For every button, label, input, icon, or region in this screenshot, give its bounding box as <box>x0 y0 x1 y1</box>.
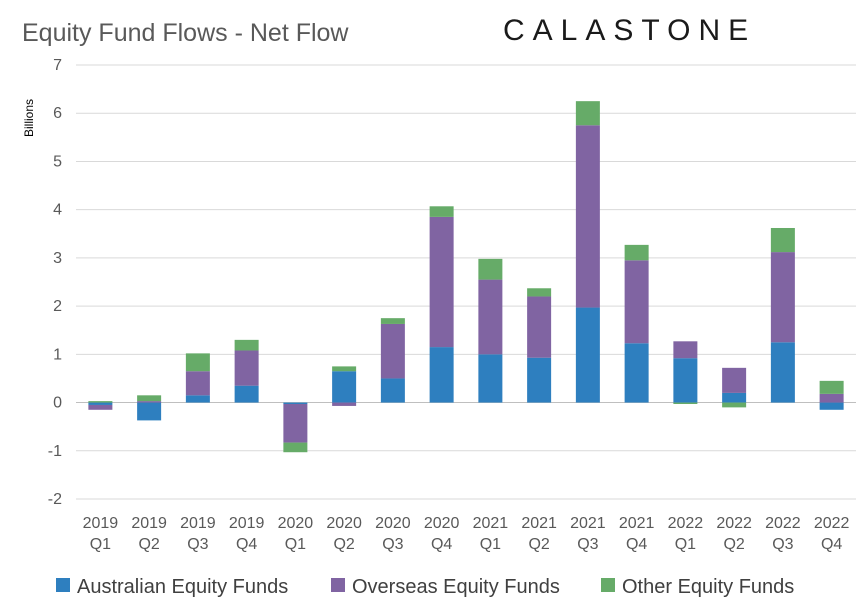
bar-segment <box>527 288 552 297</box>
bar-segment <box>770 252 795 343</box>
bar-segment <box>624 260 649 344</box>
y-axis-label: Billions <box>22 99 36 137</box>
bar-segment <box>88 404 113 410</box>
bar-segment <box>429 216 454 348</box>
y-axis-ticks: -2 -1 0 1 2 3 4 5 6 7 <box>48 57 62 508</box>
bar-segment <box>770 342 795 403</box>
x-tick-label: 2019 Q1 <box>83 515 119 553</box>
x-tick-label: 2019 Q4 <box>229 515 265 553</box>
x-tick-label: 2020 Q3 <box>375 515 411 553</box>
bar-segment <box>283 404 308 443</box>
y-tick-label: 3 <box>53 250 62 267</box>
x-tick-label: 2019 Q3 <box>180 515 216 553</box>
chart-title: Equity Fund Flows - Net Flow <box>22 19 349 47</box>
y-tick-label: 4 <box>53 202 62 219</box>
bar-segment <box>234 339 259 351</box>
x-tick-label: 2022 Q3 <box>765 515 801 553</box>
bar-segment <box>478 258 503 280</box>
bar-segment <box>137 401 162 403</box>
legend-label: Overseas Equity Funds <box>352 576 560 598</box>
bar-segment <box>624 244 649 261</box>
bar-segment <box>234 385 259 403</box>
bar-segment <box>185 395 210 403</box>
calastone-logo: CALASTONE <box>503 14 756 47</box>
bar-segment <box>819 402 844 410</box>
x-tick-label: 2022 Q1 <box>668 515 704 553</box>
legend-item: Other Equity Funds <box>601 576 794 598</box>
bar-segment <box>624 343 649 403</box>
bar-segment <box>575 125 600 308</box>
bar-segment <box>527 296 552 358</box>
bar-segment <box>673 402 698 405</box>
x-tick-label: 2020 Q2 <box>326 515 362 553</box>
bar-segment <box>185 353 210 372</box>
bar-segment <box>137 402 162 421</box>
legend-item: Australian Equity Funds <box>56 576 288 598</box>
bar-segment <box>234 350 259 386</box>
x-tick-label: 2021 Q4 <box>619 515 655 553</box>
legend-swatch <box>601 578 615 592</box>
x-tick-label: 2020 Q4 <box>424 515 460 553</box>
bar-segment <box>575 307 600 403</box>
legend: Australian Equity Funds Overseas Equity F… <box>56 576 794 598</box>
calastone-logo-text: CALASTONE <box>503 14 756 47</box>
bar-segment <box>770 227 795 253</box>
bar-segment <box>722 402 747 408</box>
bar-segment <box>137 395 162 402</box>
y-tick-label: 0 <box>53 395 62 412</box>
bar-segment <box>380 378 405 403</box>
y-tick-label: -2 <box>48 491 62 508</box>
bar-segment <box>283 442 308 453</box>
x-tick-label: 2021 Q3 <box>570 515 606 553</box>
bar-segment <box>575 101 600 126</box>
y-tick-label: 2 <box>53 298 62 315</box>
bar-segment <box>673 341 698 359</box>
bar-segment <box>429 347 454 403</box>
gridlines <box>76 64 856 500</box>
bar-segment <box>88 402 113 405</box>
y-tick-label: 7 <box>53 57 62 74</box>
legend-item: Overseas Equity Funds <box>331 576 560 598</box>
bar-segment <box>380 323 405 379</box>
bar-segment <box>332 366 357 372</box>
y-tick-label: 1 <box>53 346 62 363</box>
bar-segment <box>478 279 503 355</box>
legend-label: Other Equity Funds <box>622 576 794 598</box>
y-tick-label: -1 <box>48 443 62 460</box>
bar-segment <box>283 402 308 405</box>
bar-segment <box>88 401 113 403</box>
bar-segment <box>673 358 698 403</box>
legend-label: Australian Equity Funds <box>77 576 288 598</box>
legend-swatch <box>56 578 70 592</box>
x-tick-label: 2019 Q2 <box>131 515 167 553</box>
bar-segment <box>185 371 210 396</box>
bar-segment <box>819 393 844 403</box>
y-tick-label: 6 <box>53 105 62 122</box>
bar-segment <box>332 371 357 403</box>
x-tick-label: 2020 Q1 <box>278 515 314 553</box>
bar-segment <box>722 367 747 393</box>
y-tick-label: 5 <box>53 153 62 170</box>
bar-segment <box>819 380 844 394</box>
bars <box>88 101 844 453</box>
x-tick-label: 2022 Q4 <box>814 515 850 553</box>
bar-segment <box>478 354 503 403</box>
bar-segment <box>722 392 747 403</box>
x-tick-label: 2022 Q2 <box>716 515 752 553</box>
bar-segment <box>527 357 552 403</box>
x-tick-label: 2021 Q2 <box>521 515 557 553</box>
x-tick-label: 2021 Q1 <box>473 515 509 553</box>
x-axis-ticks: 2019 Q1 2019 Q2 2019 Q3 2019 Q4 2020 Q1 2020 Q2 2020… <box>83 515 850 553</box>
bar-segment <box>380 318 405 324</box>
legend-swatch <box>331 578 345 592</box>
bar-segment <box>429 206 454 217</box>
bar-segment <box>332 402 357 406</box>
